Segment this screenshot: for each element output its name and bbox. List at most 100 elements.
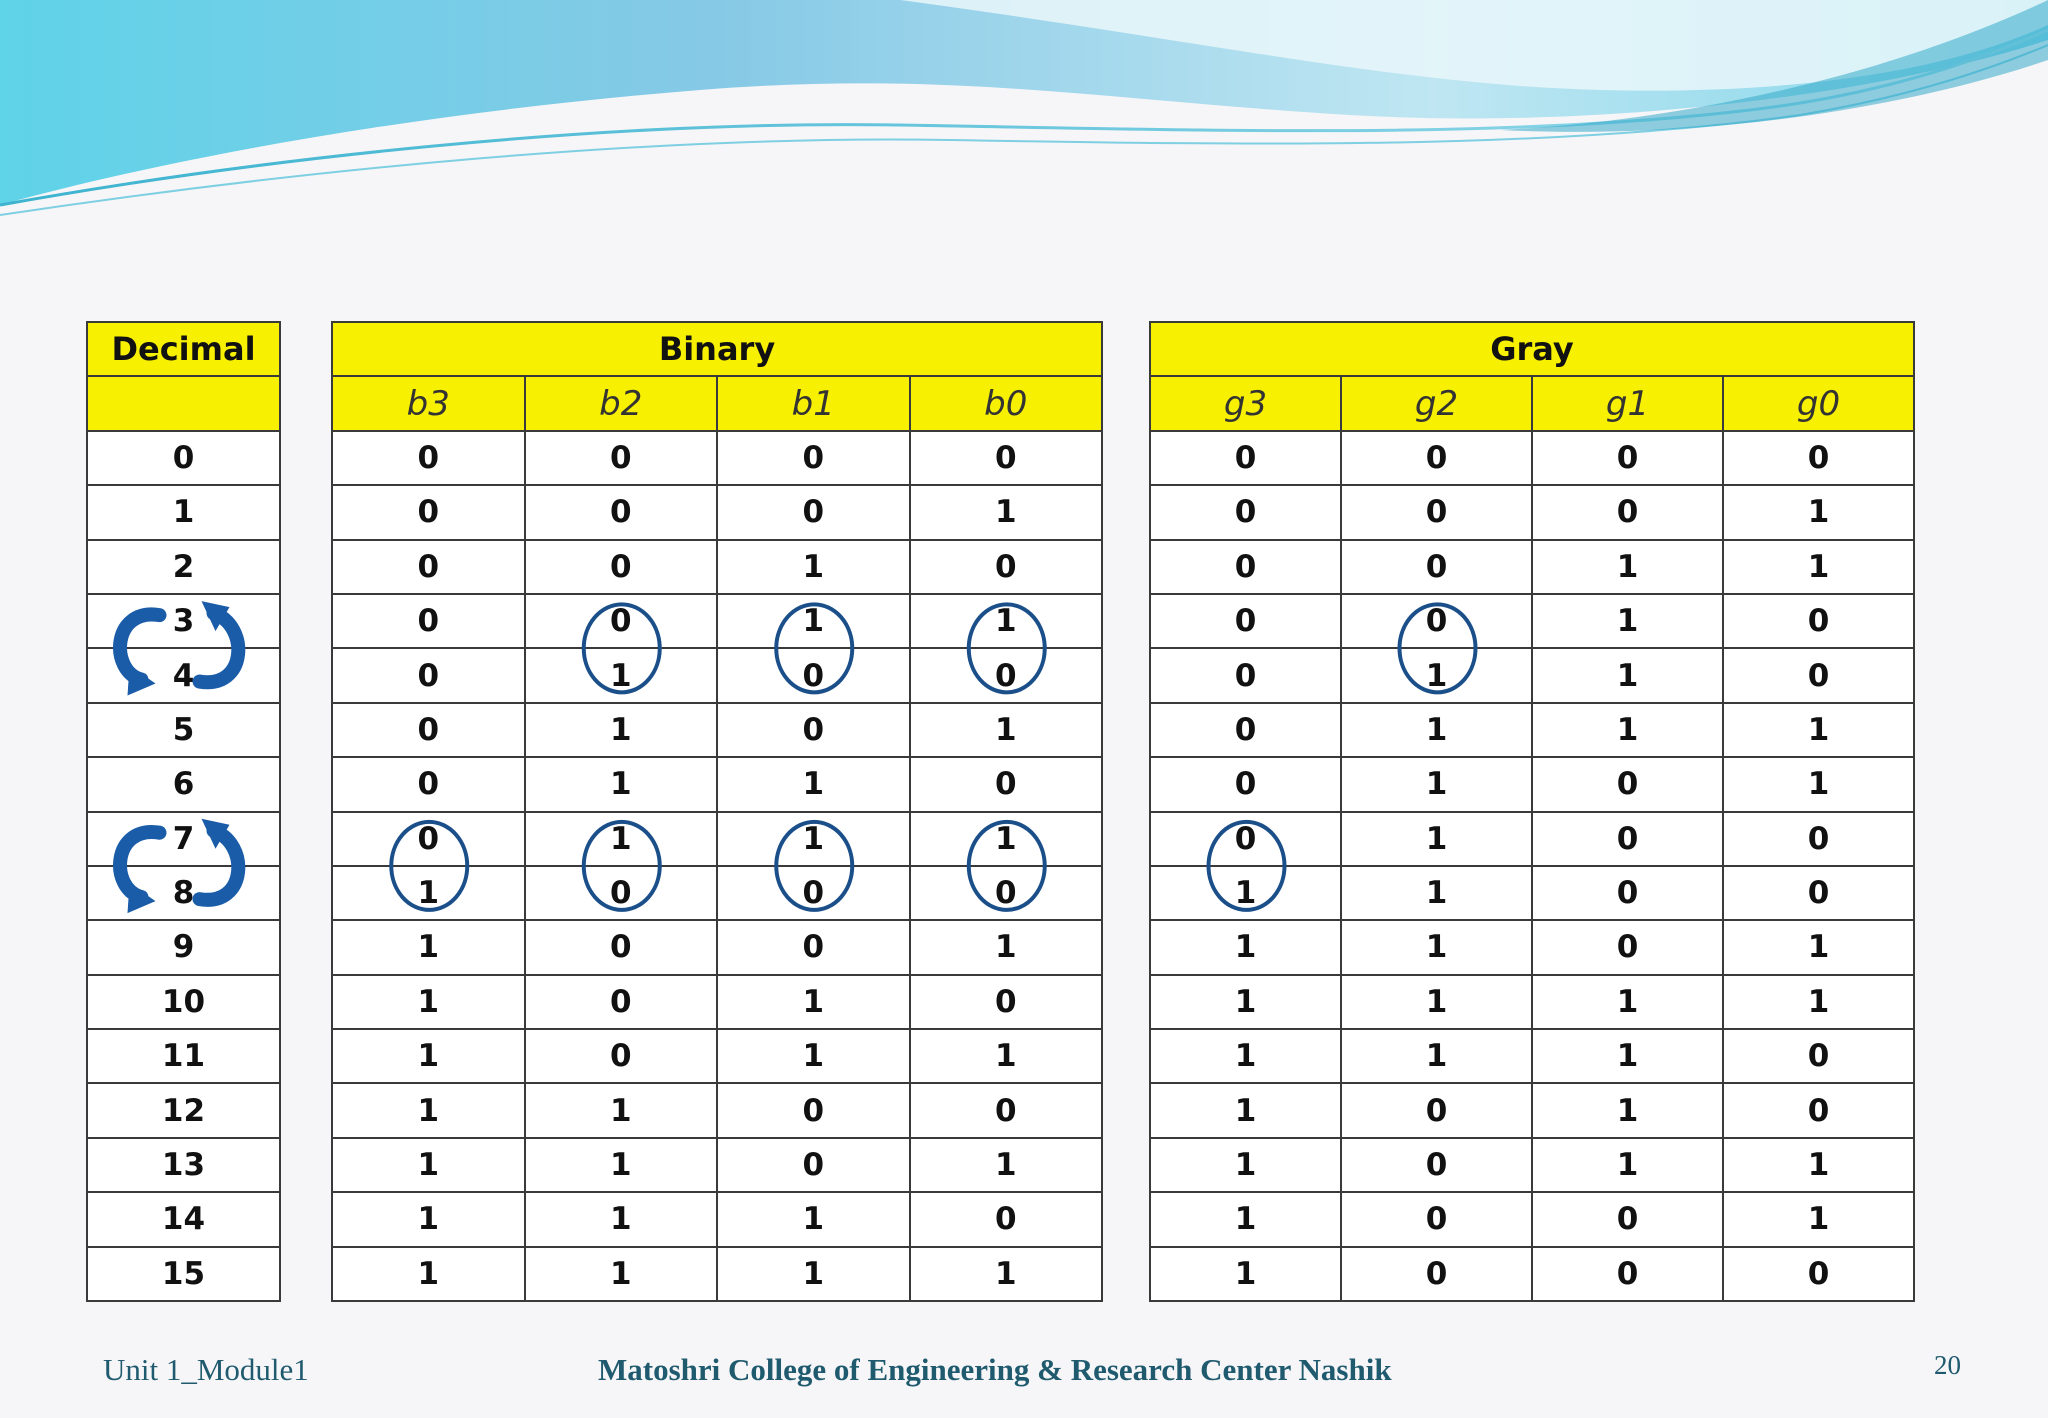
gray-col-g2: g2	[1340, 375, 1533, 432]
binary-cell: 0	[908, 647, 1103, 704]
gray-cell: 1	[1722, 701, 1915, 759]
binary-cell: 1	[523, 1136, 718, 1194]
binary-cell: 1	[331, 1245, 526, 1303]
binary-cell: 1	[716, 592, 911, 650]
binary-cell: 0	[716, 647, 911, 704]
decimal-row: 1	[86, 484, 281, 541]
decimal-cell: 8	[86, 864, 281, 922]
binary-cell: 0	[908, 1082, 1103, 1139]
gray-cell: 0	[1722, 1082, 1915, 1139]
decimal-row: 0	[86, 429, 281, 487]
decimal-row: 8	[86, 864, 281, 922]
binary-col-b1: b1	[716, 375, 911, 432]
gray-cell: 1	[1722, 1191, 1915, 1248]
decimal-row: 14	[86, 1191, 281, 1248]
gray-cell: 1	[1149, 1245, 1342, 1303]
binary-cell: 1	[716, 1245, 911, 1303]
gray-cell: 0	[1149, 484, 1342, 541]
binary-cell: 1	[523, 756, 718, 813]
binary-cell: 0	[331, 647, 526, 704]
binary-col-b0: b0	[908, 375, 1103, 432]
gray-cell: 0	[1531, 756, 1724, 813]
binary-cell: 0	[523, 1028, 718, 1085]
gray-cell: 1	[1722, 756, 1915, 813]
binary-cell: 1	[716, 538, 911, 595]
gray-cell: 0	[1531, 484, 1724, 541]
decimal-cell: 14	[86, 1191, 281, 1248]
binary-cell: 1	[331, 1136, 526, 1194]
decimal-cell: 15	[86, 1245, 281, 1303]
binary-cell: 0	[716, 701, 911, 759]
gray-cell: 0	[1722, 864, 1915, 922]
binary-cell: 0	[523, 538, 718, 595]
decimal-cell: 1	[86, 484, 281, 541]
gray-cell: 1	[1722, 973, 1915, 1031]
binary-cell: 1	[908, 484, 1103, 541]
binary-cell: 1	[908, 810, 1103, 867]
gray-cell: 0	[1340, 1191, 1533, 1248]
gray-cell: 1	[1149, 1136, 1342, 1194]
gray-cell: 1	[1722, 919, 1915, 976]
gray-col-g0: g0	[1722, 375, 1915, 432]
gray-cell: 0	[1722, 810, 1915, 867]
gray-cell: 1	[1340, 756, 1533, 813]
gray-cell: 0	[1149, 810, 1342, 867]
binary-cell: 0	[716, 429, 911, 487]
gray-cell: 0	[1149, 647, 1342, 704]
gray-cell: 0	[1340, 1082, 1533, 1139]
binary-cell: 1	[331, 1191, 526, 1248]
gray-cell: 0	[1340, 429, 1533, 487]
binary-cell: 0	[523, 973, 718, 1031]
gray-cell: 0	[1149, 756, 1342, 813]
binary-cell: 0	[908, 538, 1103, 595]
gray-cell: 1	[1149, 1082, 1342, 1139]
gray-cell: 0	[1149, 701, 1342, 759]
decimal-table: Decimal 0 1 2 3 4 5 6 7 8 9 10 11 12 13 14 15	[86, 320, 281, 1303]
decimal-cell: 9	[86, 919, 281, 976]
binary-cell: 0	[331, 701, 526, 759]
decimal-cell: 6	[86, 756, 281, 813]
gray-col-g3: g3	[1149, 375, 1342, 432]
gray-cell: 1	[1531, 592, 1724, 650]
binary-cell: 1	[716, 1191, 911, 1248]
binary-cell: 0	[716, 1136, 911, 1194]
decimal-row: 9	[86, 919, 281, 976]
gray-cell: 1	[1340, 864, 1533, 922]
binary-cell: 1	[523, 1245, 718, 1303]
wave-banner	[0, 0, 2048, 216]
binary-cell: 0	[908, 864, 1103, 922]
gray-cell: 0	[1722, 647, 1915, 704]
gray-cell: 0	[1722, 592, 1915, 650]
gray-cell: 0	[1722, 1245, 1915, 1303]
binary-cell: 0	[716, 1082, 911, 1139]
gray-cell: 1	[1531, 973, 1724, 1031]
binary-cell: 1	[523, 1191, 718, 1248]
binary-cell: 0	[331, 810, 526, 867]
gray-cell: 0	[1149, 592, 1342, 650]
gray-cell: 0	[1531, 1245, 1724, 1303]
gray-cell: 1	[1531, 647, 1724, 704]
decimal-row: 10	[86, 973, 281, 1031]
gray-cell: 1	[1149, 1028, 1342, 1085]
decimal-row: 2	[86, 538, 281, 595]
decimal-row: 4	[86, 647, 281, 704]
binary-cell: 0	[523, 592, 718, 650]
decimal-cell: 12	[86, 1082, 281, 1139]
